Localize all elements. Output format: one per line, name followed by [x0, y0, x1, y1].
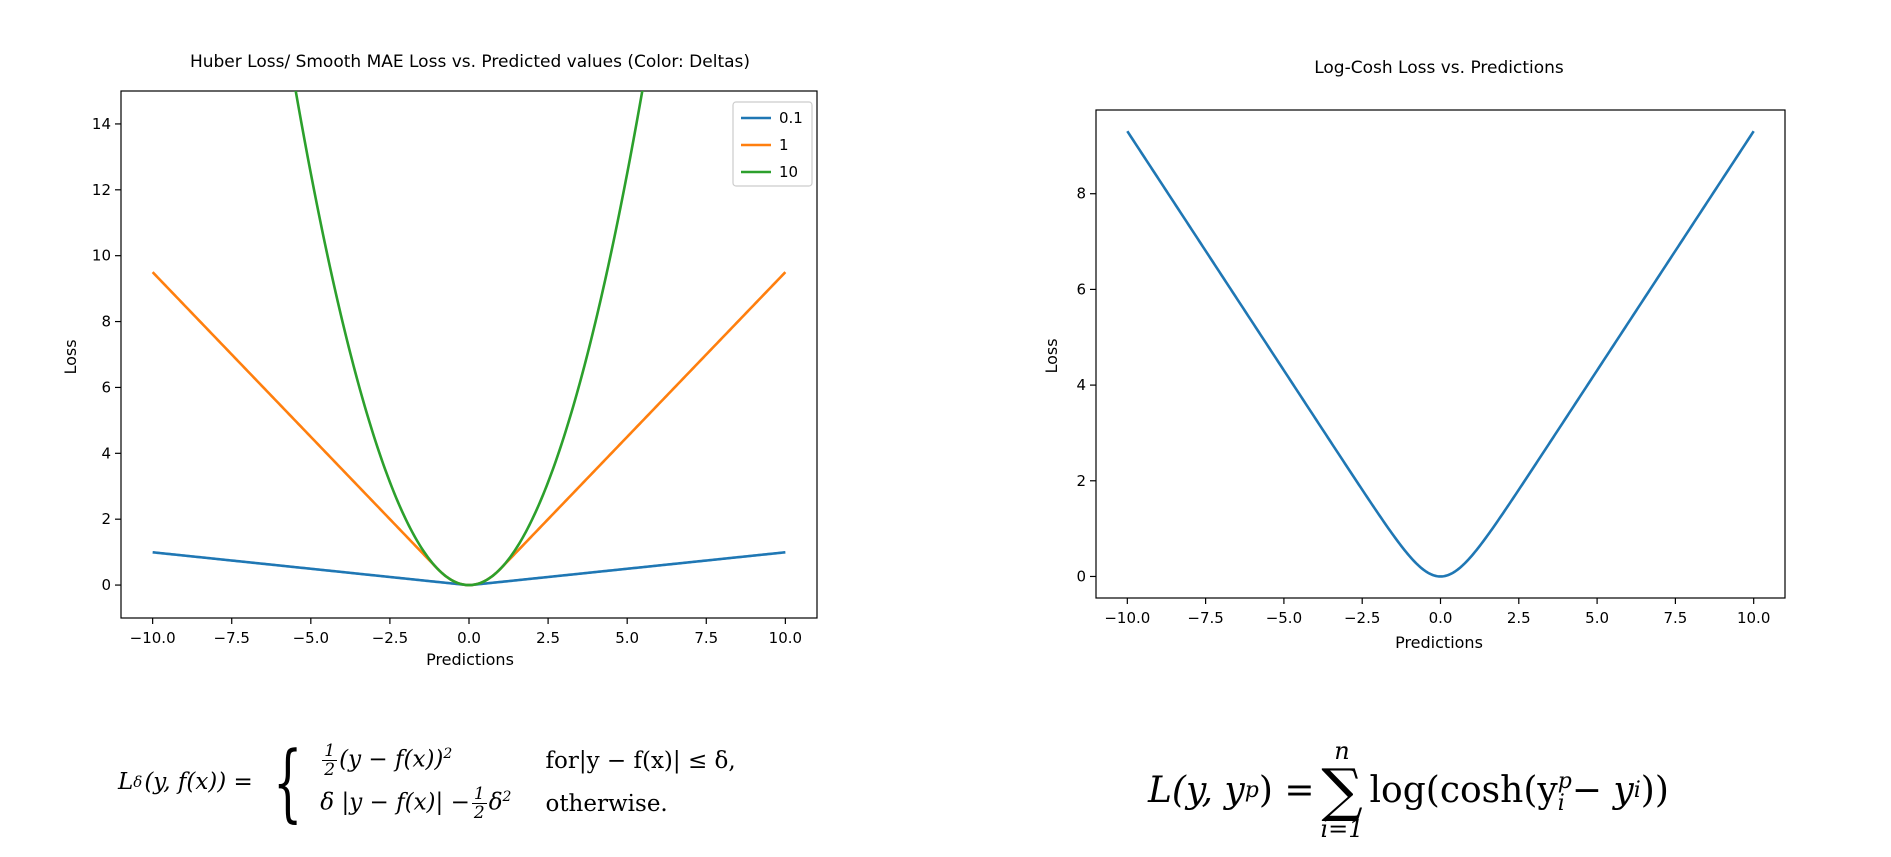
huber-series-line-0.1 — [152, 550, 786, 587]
logcosh-lhs: L(y, y — [1148, 769, 1245, 811]
huber-y-tick-label: 14 — [92, 115, 111, 133]
logcosh-x-tick-label: −10.0 — [1104, 609, 1150, 627]
huber-legend-box — [732, 101, 813, 187]
huber-x-tick-label: 10.0 — [769, 629, 802, 647]
logcosh-x-tick-label: 10.0 — [1737, 609, 1770, 627]
huber-y-tick-label: 12 — [92, 181, 111, 199]
logcosh-body-sub2: i — [1633, 777, 1641, 803]
huber-x-tick-label: 7.5 — [694, 629, 718, 647]
huber-y-tick-label: 6 — [101, 378, 111, 396]
logcosh-x-tick-label: 7.5 — [1663, 609, 1687, 627]
huber-y-tick-label: 0 — [101, 576, 111, 594]
huber-y-tick-label: 4 — [101, 444, 111, 462]
huber-x-tick-label: −10.0 — [130, 629, 176, 647]
huber-y-tick-label: 8 — [101, 313, 111, 331]
logcosh-body-start: log(cosh(y — [1369, 769, 1558, 811]
huber-plot-frame — [120, 90, 818, 619]
huber-x-axis-label: Predictions — [426, 650, 514, 669]
logcosh-y-tick-label: 4 — [1076, 376, 1086, 394]
huber-x-tick-label: −7.5 — [214, 629, 250, 647]
logcosh-lhs-close: ) = — [1258, 769, 1315, 811]
huber-case2-expr: δ |y − f(x)| −1 2 δ2 — [320, 784, 512, 823]
sum-lower: i=1 — [1320, 815, 1364, 843]
huber-series-line-10 — [294, 91, 644, 587]
huber-chart: Huber Loss/ Smooth MAE Loss vs. Predicte… — [61, 52, 818, 669]
logcosh-lhs-sup: p — [1244, 777, 1259, 803]
huber-y-axis-label: Loss — [61, 339, 80, 374]
huber-y-tick-label: 2 — [101, 510, 111, 528]
huber-legend-label-1: 1 — [779, 136, 789, 154]
huber-x-tick-label: 2.5 — [536, 629, 560, 647]
huber-x-tick-label: 0.0 — [457, 629, 481, 647]
huber-x-tick-label: −5.0 — [293, 629, 329, 647]
huber-case1-expr: 1 2 (y − f(x))2 — [322, 741, 453, 780]
huber-lhs: L — [118, 769, 134, 795]
sum-sigma: ∑ — [1321, 756, 1363, 824]
huber-x-tick-label: 5.0 — [615, 629, 639, 647]
logcosh-x-tick-label: 5.0 — [1585, 609, 1609, 627]
sum-upper: n — [1334, 737, 1350, 765]
logcosh-body-end: )) — [1640, 769, 1669, 811]
logcosh-chart-title: Log-Cosh Loss vs. Predictions — [1314, 58, 1564, 78]
huber-series-line-1 — [151, 271, 787, 587]
logcosh-y-tick-label: 8 — [1076, 185, 1086, 203]
huber-legend-label-0.1: 0.1 — [779, 109, 803, 127]
huber-case1-cond: for|y − f(x)| ≤ δ, — [545, 747, 736, 774]
logcosh-plot-frame — [1095, 109, 1786, 599]
logcosh-y-tick-label: 2 — [1076, 472, 1086, 490]
huber-lhs-sub: δ — [133, 773, 143, 791]
huber-case2-cond: otherwise. — [545, 790, 668, 817]
logcosh-x-tick-label: 2.5 — [1507, 609, 1531, 627]
logcosh-x-tick-label: −2.5 — [1344, 609, 1380, 627]
logcosh-loss-formula: L(y, y p) = n ∑ i=1 log(cosh(y p i − y i)) — [1148, 739, 1669, 841]
logcosh-x-axis-label: Predictions — [1395, 633, 1483, 652]
logcosh-y-axis-label: Loss — [1042, 338, 1061, 373]
huber-y-tick-label: 10 — [92, 247, 111, 265]
logcosh-x-tick-label: 0.0 — [1429, 609, 1453, 627]
logcosh-y-tick-label: 6 — [1076, 280, 1086, 298]
logcosh-x-tick-label: −5.0 — [1266, 609, 1302, 627]
logcosh-series-line-0 — [1126, 130, 1755, 578]
huber-brace: { — [272, 733, 303, 831]
huber-lhs-args: (y, f(x)) = — [144, 769, 253, 795]
sum-symbol: n ∑ i=1 — [1320, 739, 1363, 841]
logcosh-chart: Log-Cosh Loss vs. Predictions −10.0 −7.5 −… — [1042, 58, 1786, 652]
huber-legend-label-10: 10 — [779, 163, 798, 181]
huber-chart-title: Huber Loss/ Smooth MAE Loss vs. Predicte… — [190, 52, 750, 72]
huber-cases: 1 2 (y − f(x))2 for|y − f(x)| ≤ δ, δ |y − … — [320, 742, 735, 822]
logcosh-body-mid: − y — [1571, 769, 1634, 811]
logcosh-x-tick-label: −7.5 — [1187, 609, 1223, 627]
huber-x-tick-label: −2.5 — [372, 629, 408, 647]
logcosh-y-tick-label: 0 — [1076, 567, 1086, 585]
